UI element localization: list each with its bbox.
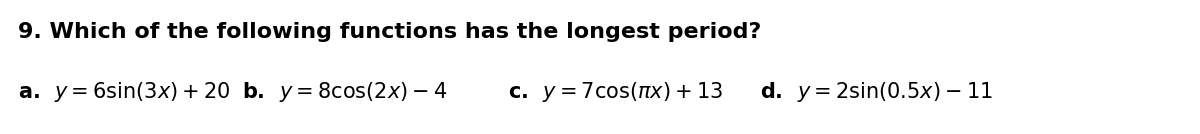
Text: a.  $y = 6\sin(3x) + 20$: a. $y = 6\sin(3x) + 20$ xyxy=(18,80,230,104)
Text: d.  $y = 2\sin(0.5x) - 11$: d. $y = 2\sin(0.5x) - 11$ xyxy=(760,80,992,104)
Text: 9. Which of the following functions has the longest period?: 9. Which of the following functions has … xyxy=(18,22,761,42)
Text: c.  $y = 7\cos(\pi x) + 13$: c. $y = 7\cos(\pi x) + 13$ xyxy=(508,80,722,104)
Text: b.  $y = 8\cos(2x) - 4$: b. $y = 8\cos(2x) - 4$ xyxy=(242,80,448,104)
